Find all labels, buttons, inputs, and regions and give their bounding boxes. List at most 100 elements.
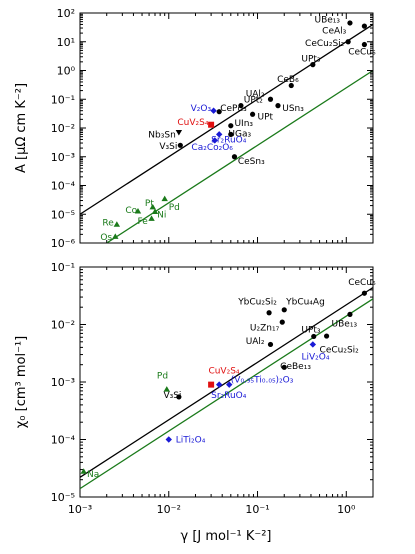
point-label: (V₀.₉₅Ti₀.₀₅)₂O₃ [231, 376, 294, 386]
point-label: V₃Si [159, 142, 177, 152]
y-tick-label: 10⁻⁴ [51, 180, 76, 193]
data-point [361, 41, 367, 48]
point-label: CeCu₂Si₂ [320, 345, 360, 355]
point-label: UPt₂ [244, 95, 264, 105]
panel-b-y-axis-title: χ₀ [cm³ mol⁻¹] [14, 336, 29, 428]
green-fit-line [106, 69, 373, 243]
point-label: CeAl₃ [322, 26, 346, 36]
point-label: Pd [169, 203, 180, 213]
point-label: UPt₃ [301, 325, 321, 335]
data-point [281, 307, 287, 313]
y-tick-label: 10⁻⁵ [51, 491, 75, 504]
point-label: UBe₁₃ [332, 319, 358, 329]
point-label: UPt [258, 113, 274, 123]
y-tick-label: 10⁰ [57, 65, 76, 78]
data-point [176, 394, 182, 400]
y-tick-label: 10¹ [57, 36, 75, 49]
point-label: Ca₂Co₂O₆ [191, 143, 233, 153]
data-point [266, 310, 272, 316]
data-point [149, 203, 156, 210]
point-label: UPt₃ [301, 55, 321, 65]
point-label: V₂O₃ [191, 104, 212, 114]
data-point [161, 195, 168, 202]
data-point [211, 137, 218, 144]
y-tick-label: 10² [57, 7, 75, 20]
x-tick-label: 10⁻² [157, 503, 181, 516]
point-label: UAl₂ [246, 337, 265, 347]
black-fit-line [80, 23, 373, 215]
data-point [228, 123, 234, 129]
point-label: Ni [157, 211, 166, 221]
x-tick-label: 10⁻¹ [245, 503, 269, 516]
data-point [323, 333, 330, 339]
x-tick-label: 10⁰ [337, 503, 356, 516]
point-label: Sr₂RuO₄ [211, 135, 247, 145]
point-label: CeCu₆ [348, 278, 376, 288]
panel-a-y-axis-title: A [μΩ cm K⁻²] [14, 83, 29, 173]
point-label: UBe₁₃ [315, 15, 341, 25]
data-point [311, 333, 317, 340]
data-point [310, 62, 316, 68]
point-label: Na [87, 470, 99, 480]
data-point [275, 103, 281, 109]
data-point [165, 436, 172, 443]
data-point [175, 129, 183, 136]
data-point [267, 96, 274, 102]
data-point [151, 208, 159, 214]
point-label: UIn₃ [234, 119, 253, 129]
data-point [226, 381, 233, 388]
data-point [215, 131, 223, 138]
point-label: Os [100, 233, 112, 243]
y-tick-label: 10⁻³ [51, 151, 75, 164]
data-point [347, 311, 353, 317]
point-label: CeB₆ [277, 75, 299, 85]
point-label: Sr₂RuO₄ [211, 391, 247, 401]
point-label: U₂Zn₁₇ [250, 324, 280, 334]
point-label: Fe [138, 217, 149, 227]
y-tick-label: 10⁻⁵ [51, 208, 75, 221]
data-point [215, 381, 223, 388]
point-label: CuV₂S₄ [208, 366, 239, 376]
data-point [113, 221, 121, 227]
point-label: USn₃ [282, 104, 304, 114]
point-label: LiV₂O₄ [302, 352, 330, 362]
data-point [345, 39, 351, 45]
point-label: CeSn₃ [238, 157, 265, 167]
point-label: V₃Si [163, 391, 181, 401]
x-tick-label: 10⁻³ [68, 503, 92, 516]
point-label: CuV₂S₄ [177, 118, 208, 128]
point-label: CePd₃ [220, 104, 247, 114]
data-point [134, 207, 142, 214]
point-label: UGa₃ [228, 129, 251, 139]
data-point [148, 215, 155, 221]
panel-b: 10⁻¹10⁻²10⁻³10⁻⁴10⁻⁵10⁻³ 10⁻² 10⁻¹ 10⁰ CeCu… [14, 261, 376, 544]
data-point [228, 131, 234, 137]
data-point [177, 142, 183, 148]
point-label: Co [125, 206, 137, 216]
data-point [361, 290, 367, 296]
data-point [267, 341, 274, 348]
data-point [281, 364, 287, 370]
point-label: CeCu₆ [348, 48, 376, 58]
data-point [231, 154, 238, 160]
point-label: CeCu₂Si₂ [305, 39, 345, 49]
point-label: Nb₃Sn [148, 130, 175, 140]
y-tick-label: 10⁻² [51, 319, 75, 332]
point-label: LiTi₂O₄ [176, 436, 206, 446]
data-point [80, 468, 87, 474]
green-fit-line [80, 298, 373, 490]
y-tick-label: 10⁻⁴ [51, 434, 76, 447]
y-tick-label: 10⁻³ [51, 376, 75, 389]
data-point [208, 121, 215, 128]
data-point [210, 107, 217, 114]
data-point [208, 381, 215, 388]
data-point [309, 341, 317, 348]
data-point [216, 109, 222, 115]
point-label: Re [102, 218, 114, 228]
point-label: Pt [145, 199, 154, 209]
data-point [249, 111, 256, 117]
point-label: UAl₂ [246, 89, 265, 99]
data-point [238, 103, 244, 109]
